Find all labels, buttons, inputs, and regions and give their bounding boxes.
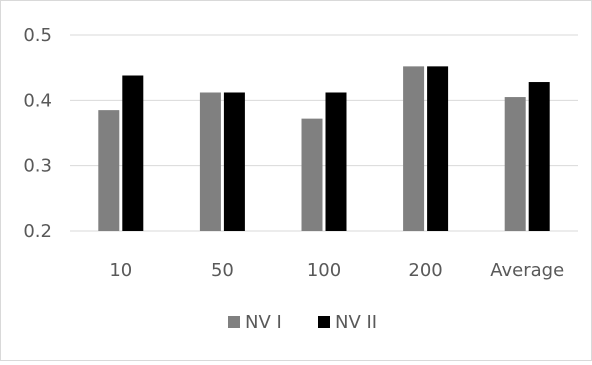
- legend-swatch-nv-ii: [318, 316, 330, 328]
- bar-nv-i-200: [403, 66, 425, 231]
- y-tick-label: 0.4: [23, 90, 52, 111]
- legend: NV I NV II: [228, 312, 377, 333]
- y-tick-label: 0.5: [23, 25, 52, 46]
- x-tick-label: 100: [307, 260, 341, 281]
- y-axis-ticks: 0.2 0.3 0.4 0.5: [23, 25, 52, 242]
- bar-nv-ii-100: [325, 92, 347, 231]
- x-axis-ticks: 10 50 100 200 Average: [109, 260, 564, 281]
- bar-nv-ii-50: [223, 92, 245, 231]
- x-tick-label: 10: [109, 260, 132, 281]
- legend-label: NV II: [335, 312, 377, 333]
- x-tick-label: 200: [408, 260, 442, 281]
- x-tick-label: 50: [211, 260, 234, 281]
- gridlines: [70, 34, 578, 232]
- x-tick-label: Average: [490, 260, 564, 281]
- bar-nv-ii-10: [122, 75, 144, 231]
- bar-nv-i-10: [98, 110, 120, 231]
- y-tick-label: 0.3: [23, 156, 52, 177]
- legend-swatch-nv-i: [228, 316, 240, 328]
- legend-label: NV I: [245, 312, 282, 333]
- bars: [98, 66, 550, 231]
- bar-nv-i-50: [199, 92, 221, 231]
- y-tick-label: 0.2: [23, 221, 52, 242]
- bar-nv-i-average: [504, 97, 526, 231]
- bar-nv-i-100: [301, 118, 323, 231]
- bar-nv-ii-average: [528, 82, 550, 231]
- bar-nv-ii-200: [427, 66, 449, 231]
